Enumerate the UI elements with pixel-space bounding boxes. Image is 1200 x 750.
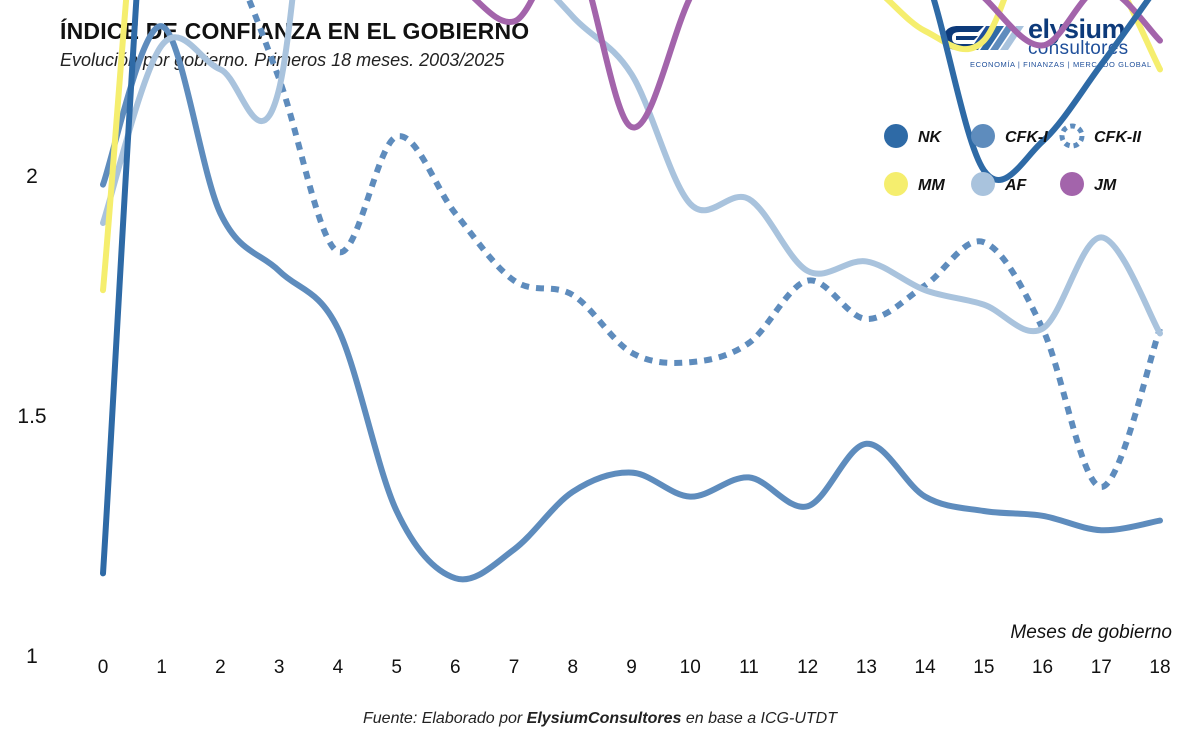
x-tick-label: 6 xyxy=(450,657,461,678)
logo-name: elysium xyxy=(1028,14,1126,44)
x-tick-label: 17 xyxy=(1091,657,1112,678)
legend-label-cfk-ii: CFK-II xyxy=(1094,129,1142,146)
x-tick-label: 18 xyxy=(1149,657,1170,678)
legend-marker-nk xyxy=(884,124,908,148)
x-tick-label: 4 xyxy=(333,657,344,678)
legend-label-jm: JM xyxy=(1094,177,1117,194)
x-tick-label: 9 xyxy=(626,657,637,678)
x-tick-label: 1 xyxy=(156,657,167,678)
legend-marker-mm xyxy=(884,172,908,196)
y-tick-label: 1 xyxy=(26,645,38,668)
x-tick-label: 5 xyxy=(391,657,402,678)
x-axis-label: Meses de gobierno xyxy=(1010,622,1172,643)
series-line-cfk-ii xyxy=(245,0,1163,490)
x-tick-label: 16 xyxy=(1032,657,1053,678)
legend-label-af: AF xyxy=(1004,177,1028,194)
chart-title: ÍNDICE DE CONFIANZA EN EL GOBIERNO xyxy=(60,18,530,44)
logo-tagline: ECONOMÍA | FINANZAS | MERCADO GLOBAL xyxy=(970,60,1152,69)
series-line-nk xyxy=(100,0,1152,577)
series-line-mm xyxy=(100,0,1163,294)
series-line-cfk-i xyxy=(100,23,1163,583)
x-tick-label: 12 xyxy=(797,657,818,678)
legend-marker-af xyxy=(971,172,995,196)
x-tick-label: 14 xyxy=(915,657,937,678)
source-brand: ElysiumConsultores xyxy=(526,710,682,727)
x-tick-label: 2 xyxy=(215,657,226,678)
series-line-af xyxy=(100,0,1163,337)
series-line-jm xyxy=(471,0,1163,131)
y-tick-label: 2 xyxy=(26,165,38,188)
source-prefix: Fuente: Elaborado por xyxy=(363,710,527,727)
x-tick-label: 3 xyxy=(274,657,285,678)
x-tick-label: 15 xyxy=(973,657,994,678)
source-suffix: en base a ICG-UTDT xyxy=(681,710,837,727)
x-tick-label: 13 xyxy=(856,657,877,678)
x-tick-label: 11 xyxy=(739,657,759,678)
legend-marker-cfk-i xyxy=(971,124,995,148)
legend-marker-cfk-ii xyxy=(1059,123,1085,149)
source-note: Fuente: Elaborado por ElysiumConsultores… xyxy=(0,710,1200,728)
x-tick-label: 0 xyxy=(98,657,109,678)
legend-label-cfk-i: CFK-I xyxy=(1005,129,1048,146)
x-tick-label: 8 xyxy=(567,657,578,678)
x-tick-label: 10 xyxy=(680,657,701,678)
legend-marker-jm xyxy=(1060,172,1084,196)
y-tick-label: 1.5 xyxy=(17,405,46,428)
legend-label-mm: MM xyxy=(918,177,945,194)
legend-label-nk: NK xyxy=(918,129,943,146)
x-tick-label: 7 xyxy=(509,657,520,678)
